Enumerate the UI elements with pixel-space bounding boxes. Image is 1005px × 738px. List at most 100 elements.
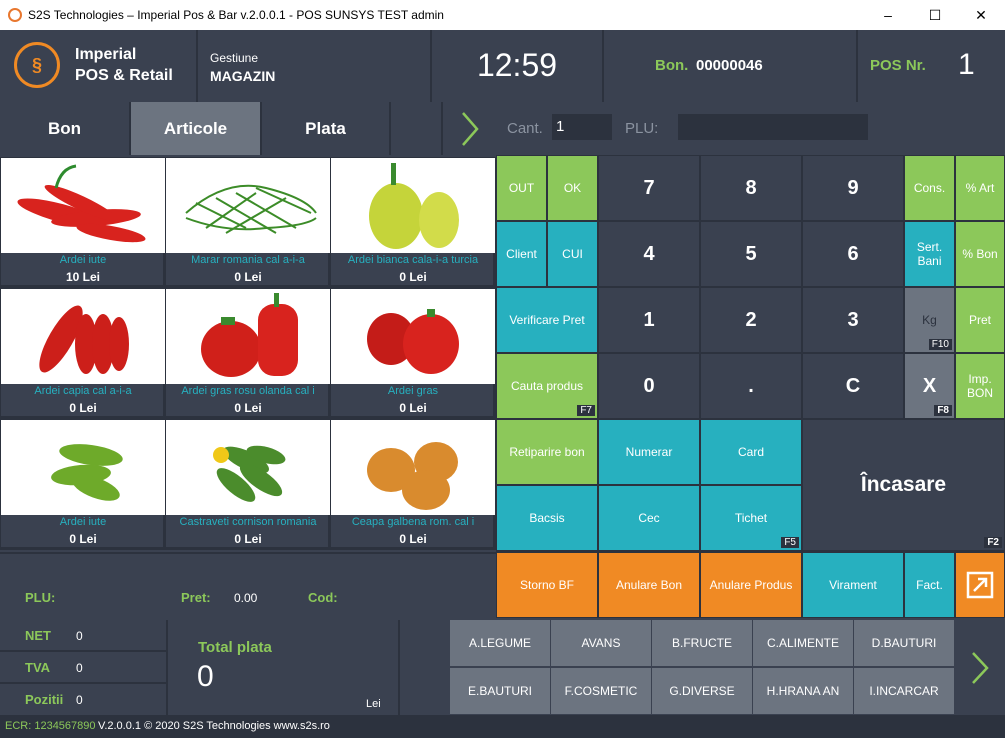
keypad: OUT OK 7 8 9 Cons. % Art Client CUI 4 5 … xyxy=(496,155,1005,552)
tabs-next-button[interactable] xyxy=(443,102,496,155)
product-tile[interactable]: Ardei gras 0 Lei xyxy=(330,288,495,417)
category-button[interactable]: G.DIVERSE xyxy=(652,668,752,714)
expand-icon xyxy=(966,571,994,599)
action-row: Storno BF Anulare Bon Anulare Produs Vir… xyxy=(496,552,1005,618)
card-button[interactable]: Card xyxy=(700,419,802,485)
anulare-bon-button[interactable]: Anulare Bon xyxy=(598,552,700,618)
category-button[interactable]: D.BAUTURI xyxy=(854,620,954,666)
digit-8-button[interactable]: 8 xyxy=(700,155,802,221)
sert-bani-button[interactable]: Sert. Bani xyxy=(904,221,955,287)
bon-label: Bon. xyxy=(655,57,689,74)
tab-articole[interactable]: Articole xyxy=(131,102,262,155)
product-price: 0 Lei xyxy=(234,401,262,415)
info-cod-label: Cod: xyxy=(308,590,338,605)
digit-7-button[interactable]: 7 xyxy=(598,155,700,221)
product-price: 0 Lei xyxy=(234,532,262,546)
chili-image xyxy=(1,158,165,253)
percent-art-button[interactable]: % Art xyxy=(955,155,1005,221)
close-button[interactable]: ✕ xyxy=(975,6,987,23)
anulare-produs-button[interactable]: Anulare Produs xyxy=(700,552,802,618)
retiparire-bon-button[interactable]: Retiparire bon xyxy=(496,419,598,485)
product-tile[interactable]: Ardei gras rosu olanda cal i 0 Lei xyxy=(165,288,330,417)
category-button[interactable]: F.COSMETIC xyxy=(551,668,651,714)
virament-button[interactable]: Virament xyxy=(802,552,904,618)
total-value: 0 xyxy=(197,660,214,693)
product-tile[interactable]: Ceapa galbena rom. cal i 0 Lei xyxy=(330,419,495,548)
s2s-logo-icon: § xyxy=(14,42,60,88)
tichet-button[interactable]: Tichet F5 xyxy=(700,485,802,551)
expand-button[interactable] xyxy=(955,552,1005,618)
client-button[interactable]: Client xyxy=(496,221,547,287)
digit-2-button[interactable]: 2 xyxy=(700,287,802,353)
product-tile[interactable]: Ardei iute 0 Lei xyxy=(0,419,165,548)
category-button[interactable]: A.LEGUME xyxy=(450,620,550,666)
ecr-info: ECR: 1234567890 xyxy=(5,720,96,732)
category-button[interactable]: E.BAUTURI xyxy=(450,668,550,714)
plu-input[interactable] xyxy=(678,114,868,140)
gestiune: Gestiune MAGAZIN xyxy=(198,30,432,102)
digit-9-button[interactable]: 9 xyxy=(802,155,904,221)
total-currency: Lei xyxy=(366,698,381,710)
cui-button[interactable]: CUI xyxy=(547,221,598,287)
digit-5-button[interactable]: 5 xyxy=(700,221,802,287)
pos-cell: POS Nr. 1 xyxy=(858,30,1005,102)
storno-bf-button[interactable]: Storno BF xyxy=(496,552,598,618)
product-price: 0 Lei xyxy=(399,532,427,546)
product-tile[interactable]: Ardei iute 10 Lei xyxy=(0,157,165,286)
product-tile[interactable]: Castraveti cornison romania 0 Lei xyxy=(165,419,330,548)
categories-next-button[interactable] xyxy=(960,648,1000,688)
chevron-right-icon xyxy=(972,652,989,684)
net-label: NET xyxy=(25,628,51,643)
product-tile[interactable]: Ardei capia cal a-i-a 0 Lei xyxy=(0,288,165,417)
digit-1-button[interactable]: 1 xyxy=(598,287,700,353)
tab-plata[interactable]: Plata xyxy=(262,102,391,155)
percent-bon-button[interactable]: % Bon xyxy=(955,221,1005,287)
f7-hint: F7 xyxy=(577,405,595,416)
decimal-point-button[interactable]: . xyxy=(700,353,802,419)
digit-3-button[interactable]: 3 xyxy=(802,287,904,353)
product-price: 0 Lei xyxy=(234,270,262,284)
digit-6-button[interactable]: 6 xyxy=(802,221,904,287)
cec-button[interactable]: Cec xyxy=(598,485,700,551)
product-price: 0 Lei xyxy=(69,401,97,415)
numerar-button[interactable]: Numerar xyxy=(598,419,700,485)
out-button[interactable]: OUT xyxy=(496,155,547,221)
net-value: 0 xyxy=(76,629,83,643)
category-button[interactable]: AVANS xyxy=(551,620,651,666)
bacsis-button[interactable]: Bacsis xyxy=(496,485,598,551)
cant-input[interactable]: 1 xyxy=(552,114,612,140)
category-button[interactable]: H.HRANA AN xyxy=(753,668,853,714)
kg-button[interactable]: Kg F10 xyxy=(904,287,955,353)
product-tile[interactable]: Ardei bianca cala-i-a turcia 0 Lei xyxy=(330,157,495,286)
fact-button[interactable]: Fact. xyxy=(904,552,955,618)
verificare-pret-button[interactable]: Verificare Pret xyxy=(496,287,598,353)
maximize-button[interactable]: ☐ xyxy=(928,6,942,23)
ok-button[interactable]: OK xyxy=(547,155,598,221)
tab-bon[interactable]: Bon xyxy=(0,102,131,155)
f2-hint: F2 xyxy=(984,537,1002,548)
minimize-button[interactable]: – xyxy=(884,7,892,23)
product-tile[interactable]: Marar romania cal a-i-a 0 Lei xyxy=(165,157,330,286)
incasare-label: Încasare xyxy=(860,473,947,496)
category-button[interactable]: I.INCARCAR xyxy=(854,668,954,714)
cauta-produs-button[interactable]: Cauta produs F7 xyxy=(496,353,598,419)
chevron-right-icon xyxy=(461,111,479,146)
incasare-button[interactable]: Încasare F2 xyxy=(802,419,1005,551)
clear-button[interactable]: C xyxy=(802,353,904,419)
category-button[interactable]: C.ALIMENTE xyxy=(753,620,853,666)
digit-0-button[interactable]: 0 xyxy=(598,353,700,419)
cons-button[interactable]: Cons. xyxy=(904,155,955,221)
brand: § Imperial POS & Retail xyxy=(0,30,198,102)
version-info: V.2.0.0.1 © 2020 S2S Technologies www.s2… xyxy=(98,720,330,732)
tab-empty xyxy=(391,102,443,155)
category-button[interactable]: B.FRUCTE xyxy=(652,620,752,666)
window-title: S2S Technologies – Imperial Pos & Bar v.… xyxy=(28,8,444,22)
bon-value: 00000046 xyxy=(696,57,763,74)
digit-4-button[interactable]: 4 xyxy=(598,221,700,287)
pret-button[interactable]: Pret xyxy=(955,287,1005,353)
cucumber-image xyxy=(166,420,330,515)
cauta-label: Cauta produs xyxy=(510,379,584,393)
product-name: Castraveti cornison romania xyxy=(179,516,317,528)
multiply-button[interactable]: X F8 xyxy=(904,353,955,419)
imp-bon-button[interactable]: Imp. BON xyxy=(955,353,1005,419)
